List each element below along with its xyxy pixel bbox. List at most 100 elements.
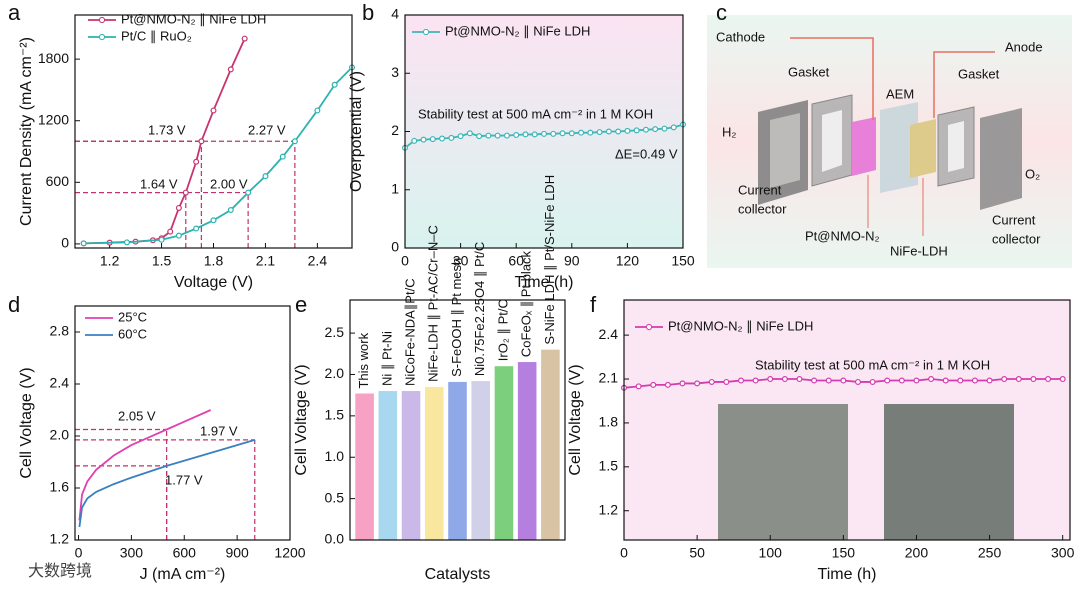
y-axis-title: Overpotential (V) bbox=[348, 71, 365, 192]
data-point bbox=[633, 127, 640, 134]
data-point bbox=[708, 378, 715, 385]
x-tick-label: 150 bbox=[832, 545, 856, 561]
legend-marker bbox=[422, 28, 430, 36]
data-point bbox=[175, 232, 182, 239]
data-point bbox=[80, 240, 87, 247]
x-tick-label: 30 bbox=[453, 253, 469, 269]
data-point bbox=[241, 35, 248, 42]
data-point bbox=[650, 381, 657, 388]
y-tick-label: 1.2 bbox=[599, 501, 619, 517]
data-point bbox=[767, 376, 774, 383]
x-tick-label: 600 bbox=[173, 545, 197, 561]
x-tick-label: 0 bbox=[620, 545, 628, 561]
data-point bbox=[1045, 376, 1052, 383]
gasket-window bbox=[948, 121, 964, 172]
y-tick-label: 2 bbox=[391, 122, 399, 138]
cathode-arrow bbox=[790, 37, 874, 120]
data-point bbox=[540, 130, 547, 137]
data-point bbox=[182, 189, 189, 196]
bar bbox=[541, 349, 560, 540]
callout-lines bbox=[867, 175, 924, 236]
y-tick-label: 1 bbox=[391, 180, 399, 196]
y-tick-label: 1800 bbox=[38, 50, 69, 66]
data-point bbox=[485, 132, 492, 139]
data-point bbox=[420, 136, 427, 143]
data-point bbox=[448, 134, 455, 141]
legend-marker bbox=[645, 323, 653, 331]
annotation: 1.97 V bbox=[200, 423, 238, 438]
data-point bbox=[210, 217, 217, 224]
data-point bbox=[291, 138, 298, 145]
bar bbox=[401, 391, 421, 540]
series-line bbox=[83, 66, 353, 245]
data-point bbox=[550, 130, 557, 137]
annotation: 1.77 V bbox=[165, 472, 203, 487]
data-point bbox=[123, 239, 130, 246]
x-tick-label: 90 bbox=[564, 253, 580, 269]
diagram-label: H₂ bbox=[722, 124, 736, 139]
plot-frame bbox=[74, 305, 291, 541]
diagram-label: Anode bbox=[1005, 39, 1043, 54]
x-tick-label: 120 bbox=[616, 253, 640, 269]
diagram-label: Gasket bbox=[788, 64, 830, 79]
x-tick-label: 300 bbox=[120, 545, 144, 561]
category-label: Ni ∥ Pt-Ni bbox=[379, 331, 394, 386]
data-point bbox=[175, 204, 182, 211]
plot-frame bbox=[404, 14, 684, 249]
data-point bbox=[737, 377, 744, 384]
bar bbox=[517, 362, 537, 540]
data-point bbox=[971, 377, 978, 384]
data-point bbox=[1059, 376, 1066, 383]
legend-label: 60°C bbox=[118, 326, 147, 341]
data-point bbox=[457, 133, 464, 140]
y-tick-label: 1.6 bbox=[50, 479, 70, 495]
series-line bbox=[78, 439, 256, 528]
y-tick-label: 0 bbox=[61, 235, 69, 251]
photo-1 bbox=[718, 404, 848, 540]
data-point bbox=[1015, 376, 1022, 383]
x-tick-label: 0 bbox=[401, 253, 409, 269]
data-point bbox=[869, 378, 876, 385]
data-point bbox=[262, 173, 269, 180]
plot-frame bbox=[623, 299, 1071, 541]
x-tick-label: 200 bbox=[905, 545, 929, 561]
x-tick-label: 60 bbox=[508, 253, 524, 269]
x-axis-title: Catalysts bbox=[425, 566, 491, 583]
legend-label: Pt/C ∥ RuO₂ bbox=[121, 28, 192, 43]
x-tick-label: 250 bbox=[978, 545, 1002, 561]
annotation: 2.05 V bbox=[118, 408, 156, 423]
legend-label: Pt@NMO-N₂ ∥ NiFe LDH bbox=[668, 318, 813, 333]
data-point bbox=[227, 207, 234, 214]
diagram-label: Cathode bbox=[716, 29, 765, 44]
current-collector-right bbox=[980, 108, 1022, 210]
y-tick-label: 600 bbox=[46, 173, 70, 189]
diagram-label: Gasket bbox=[958, 66, 1000, 81]
annotation: Stability test at 500 mA cm⁻² in 1 M KOH bbox=[755, 357, 990, 372]
data-point bbox=[854, 378, 861, 385]
annotation: 2.00 V bbox=[210, 176, 248, 191]
collector-window bbox=[770, 113, 800, 188]
data-point bbox=[596, 129, 603, 136]
y-tick-label: 2.4 bbox=[50, 375, 70, 391]
data-point bbox=[429, 136, 436, 143]
data-point bbox=[193, 158, 200, 165]
data-point bbox=[781, 376, 788, 383]
data-point bbox=[466, 130, 473, 137]
pt-nmo-electrode bbox=[852, 117, 876, 176]
data-point bbox=[825, 377, 832, 384]
x-tick-label: 1.8 bbox=[204, 253, 224, 269]
data-point bbox=[898, 377, 905, 384]
y-tick-label: 2.1 bbox=[599, 370, 619, 386]
y-tick-label: 2.0 bbox=[325, 365, 345, 381]
y-tick-label: 2.4 bbox=[599, 326, 619, 342]
data-point bbox=[942, 377, 949, 384]
nife-ldh-electrode bbox=[910, 119, 936, 178]
bar bbox=[494, 366, 514, 540]
panel-label: f bbox=[590, 292, 597, 317]
diagram-label: collector bbox=[738, 201, 787, 216]
bar bbox=[471, 381, 491, 540]
x-tick-label: 100 bbox=[759, 545, 783, 561]
x-tick-label: 300 bbox=[1051, 545, 1075, 561]
category-label: NiCoFe-NDA∥Pt/C bbox=[402, 278, 417, 386]
data-point bbox=[811, 377, 818, 384]
